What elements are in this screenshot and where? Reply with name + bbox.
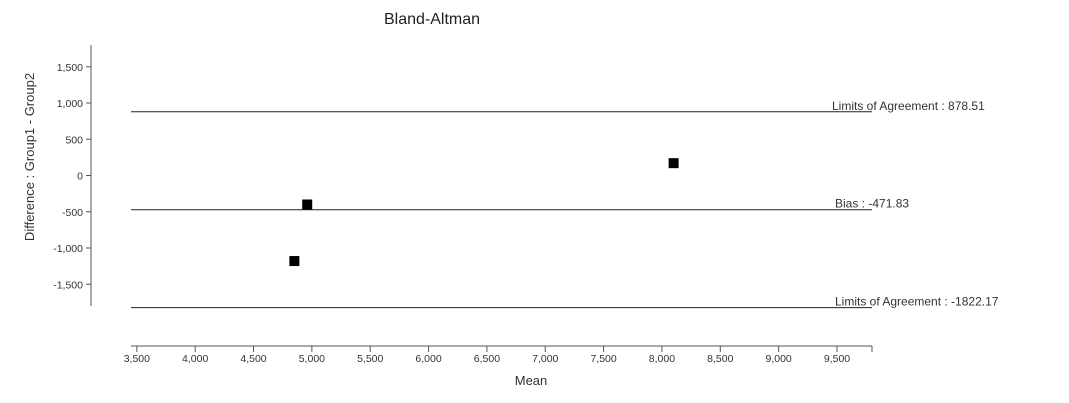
y-tick-label: -1,000 [53,243,83,255]
x-tick-label: 5,000 [299,353,325,365]
x-tick-label: 3,500 [124,353,150,365]
data-point [302,199,313,210]
x-tick-label: 4,000 [182,353,208,365]
x-tick-label: 4,500 [240,353,266,365]
x-tick-label: 8,000 [649,353,675,365]
y-tick-label: 1,000 [57,98,83,110]
data-points [289,158,679,267]
x-tick-label: 9,500 [824,353,850,365]
reference-line-label: Limits of Agreement : 878.51 [832,99,985,113]
reference-lines: Limits of Agreement : 878.51 Bias : -471.… [131,99,999,309]
x-tick-label: 6,500 [474,353,500,365]
data-point [668,158,679,169]
x-axis-title: Mean [515,373,548,388]
x-tick-label: 9,000 [766,353,792,365]
chart-title: Bland-Altman [384,11,480,28]
reference-line-label: Bias : -471.83 [835,197,909,211]
y-axis: 1,500 1,000 500 0 -500 -1,000 -1,500 [53,45,92,306]
data-point [289,256,300,267]
y-tick-label: 1,500 [57,62,83,74]
y-tick-label: -1,500 [53,279,83,291]
x-tick-label: 6,000 [415,353,441,365]
y-tick-label: 500 [65,134,83,146]
x-tick-label: 8,500 [707,353,733,365]
y-axis-title: Difference : Group1 - Group2 [22,73,37,241]
y-tick-label: 0 [77,171,83,183]
y-tick-label: -500 [62,207,83,219]
x-tick-label: 7,500 [590,353,616,365]
reference-line-label: Limits of Agreement : -1822.17 [835,295,999,309]
x-tick-label: 7,000 [532,353,558,365]
x-tick-label: 5,500 [357,353,383,365]
x-axis: 3,500 4,000 4,500 5,000 5,500 6,000 6,500 7,000… [124,345,873,365]
